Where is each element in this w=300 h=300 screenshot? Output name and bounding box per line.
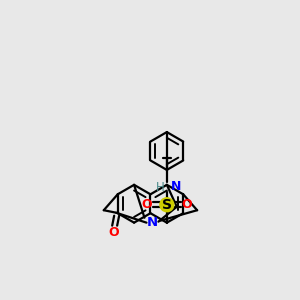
Text: N: N xyxy=(171,180,181,193)
Circle shape xyxy=(160,198,174,212)
Text: O: O xyxy=(109,226,119,239)
Text: S: S xyxy=(162,198,172,212)
Text: O: O xyxy=(142,198,152,211)
Text: H: H xyxy=(155,181,164,194)
Text: O: O xyxy=(182,198,192,211)
Text: N: N xyxy=(147,216,158,229)
